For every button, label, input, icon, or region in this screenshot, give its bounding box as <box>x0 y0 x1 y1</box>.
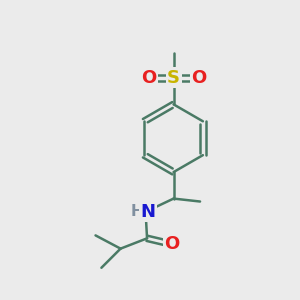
Text: O: O <box>141 69 156 87</box>
Text: N: N <box>140 203 155 221</box>
Text: H: H <box>130 204 143 219</box>
Text: S: S <box>167 69 180 87</box>
Text: O: O <box>164 235 180 253</box>
Text: O: O <box>191 69 206 87</box>
